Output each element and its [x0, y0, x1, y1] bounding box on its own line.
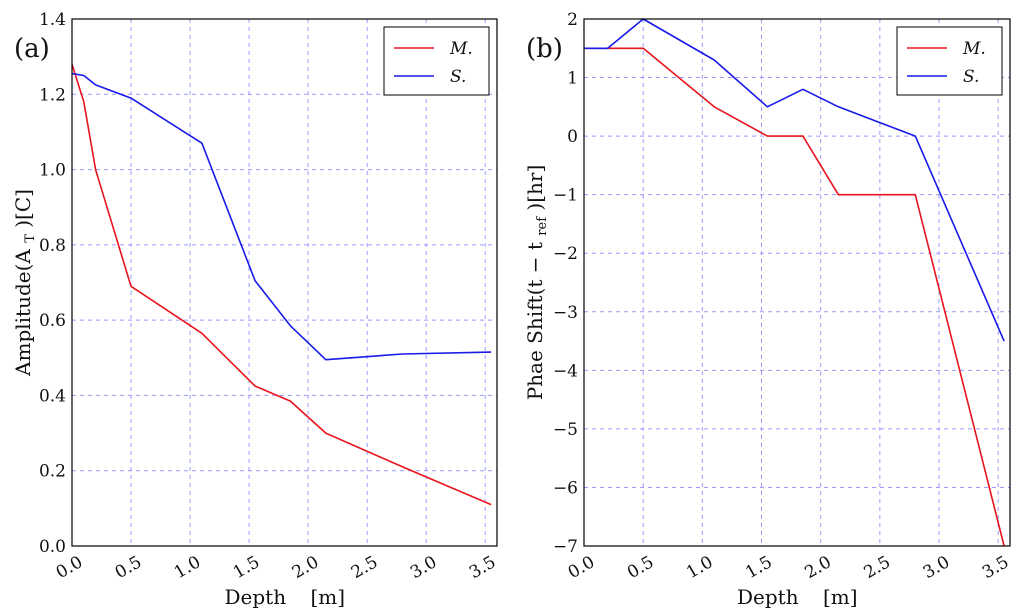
panel-b-x-tick-label: 1.0	[683, 552, 716, 583]
panel-b-series-line-m	[584, 47, 1005, 547]
panel-b-y-tick-label: 1	[567, 69, 578, 89]
panel-a-x-ticks: 0.0 0.5 1.0 1.5 2.0 2.5 3.0 3.5	[53, 552, 500, 583]
panel-a-series-line-m	[71, 63, 492, 506]
panel-a-y-tick-label: 0.0	[39, 537, 66, 557]
panel-b-legend: M. S.	[896, 26, 1003, 96]
panel-b-y-axis-label: Phae Shift(t − t ref )[hr]	[523, 165, 550, 401]
panel-b-legend-box	[896, 26, 1003, 96]
panel-a-y-tick-label: 0.6	[39, 311, 66, 331]
panel-b-label: (b)	[526, 34, 563, 64]
panel-b-legend-label: S.	[963, 67, 979, 87]
panel-b-y-axis-label-tail: )[hr]	[523, 165, 547, 211]
panel-b-frame	[583, 18, 1011, 547]
panel-a-x-tick-label: 2.5	[348, 552, 381, 583]
panel-b-grid	[584, 19, 1010, 546]
panel-b-legend-label: M.	[962, 39, 986, 59]
panel-a-y-axis-label-sub: T	[23, 234, 38, 243]
panel-a-x-tick-label: 3.0	[407, 552, 440, 583]
panel-a-y-axis-label: Amplitude(A T )[C]	[11, 189, 38, 377]
panel-b-y-axis-label-main: Phae Shift(t − t	[523, 242, 547, 400]
panel-a-y-tick-label: 1.0	[39, 161, 66, 181]
panel-a-grid	[72, 19, 497, 546]
panel-a-x-axis-label: Depth [m]	[225, 585, 346, 609]
panel-a-frame	[71, 18, 498, 547]
panel-a-y-tick-label: 0.4	[39, 386, 66, 406]
panel-a-label: (a)	[14, 34, 50, 64]
panel-a-x-tick-label: 0.5	[112, 552, 145, 583]
panel-b-x-ticks: 0.0 0.5 1.0 1.5 2.0 2.5 3.0 3.5	[565, 552, 1013, 583]
panel-b-y-tick-label: −7	[553, 537, 578, 557]
panel-b-y-ticks: 2 1 0 −1 −2 −3 −4 −5 −6 −7	[553, 10, 578, 557]
panel-a-y-tick-label: 0.8	[39, 236, 66, 256]
panel-a-x-tick-label: 1.5	[230, 552, 263, 583]
panel-a-y-tick-label: 1.4	[39, 10, 66, 30]
panel-b-y-tick-label: −6	[553, 478, 578, 498]
panel-a-x-axis-label-unit: [m]	[310, 585, 345, 609]
panel-a-legend-label: M.	[449, 39, 473, 59]
panel-a-legend: M. S.	[383, 26, 490, 96]
panel-a-x-tick-label: 2.0	[289, 552, 322, 583]
panel-a-series-line-s	[71, 72, 492, 361]
panel-b-y-tick-label: −5	[553, 420, 578, 440]
panel-a-y-ticks: 0.0 0.2 0.4 0.6 0.8 1.0 1.2 1.4	[39, 10, 66, 557]
panel-a-y-tick-label: 0.2	[39, 462, 66, 482]
panel-a-series	[71, 63, 492, 506]
panel-a-y-tick-label: 1.2	[39, 85, 66, 105]
panel-b-x-tick-label: 1.5	[742, 552, 775, 583]
panel-b-x-axis-label-main: Depth	[737, 585, 799, 609]
panel-b-x-tick-label: 2.0	[801, 552, 834, 583]
panel-b: 0.0 0.5 1.0 1.5 2.0 2.5 3.0 3.5 210−1−2−3−4−5−6…	[523, 10, 1012, 609]
panel-b-y-tick-label: −4	[553, 361, 578, 381]
panel-b-x-tick-label: 3.0	[920, 552, 953, 583]
panel-a-x-axis-label-main: Depth	[225, 585, 287, 609]
panel-b-series-line-s	[584, 18, 1005, 342]
panel-a-legend-label: S.	[450, 67, 466, 87]
panel-b-y-tick-label: −1	[553, 186, 578, 206]
panel-b-y-tick-label: 0	[567, 127, 578, 147]
panel-a-legend-box	[383, 26, 490, 96]
panel-b-series	[584, 18, 1005, 547]
panel-a-y-axis-label-tail: )[C]	[11, 189, 35, 228]
panel-b-y-tick-label: −3	[553, 303, 578, 323]
panel-a-x-tick-label: 1.0	[171, 552, 204, 583]
panel-b-x-tick-label: 2.5	[861, 552, 894, 583]
panel-b-y-tick-label: −2	[553, 244, 578, 264]
panel-a: 0.0 0.5 1.0 1.5 2.0 2.5 3.0 3.5 0.0 0.2 0.4 0.6 0.8…	[11, 10, 499, 609]
panel-b-y-axis-label-sub: ref	[535, 216, 550, 236]
panel-b-y-tick-label: 2	[567, 10, 578, 30]
panel-a-y-axis-label-main: Amplitude(A	[11, 249, 35, 377]
panel-b-x-tick-label: 0.5	[624, 552, 657, 583]
panel-b-x-tick-label: 3.5	[979, 552, 1012, 583]
panel-a-x-tick-label: 3.5	[466, 552, 499, 583]
panel-b-x-axis-label: Depth [m]	[737, 585, 858, 609]
panel-b-x-axis-label-unit: [m]	[823, 585, 858, 609]
